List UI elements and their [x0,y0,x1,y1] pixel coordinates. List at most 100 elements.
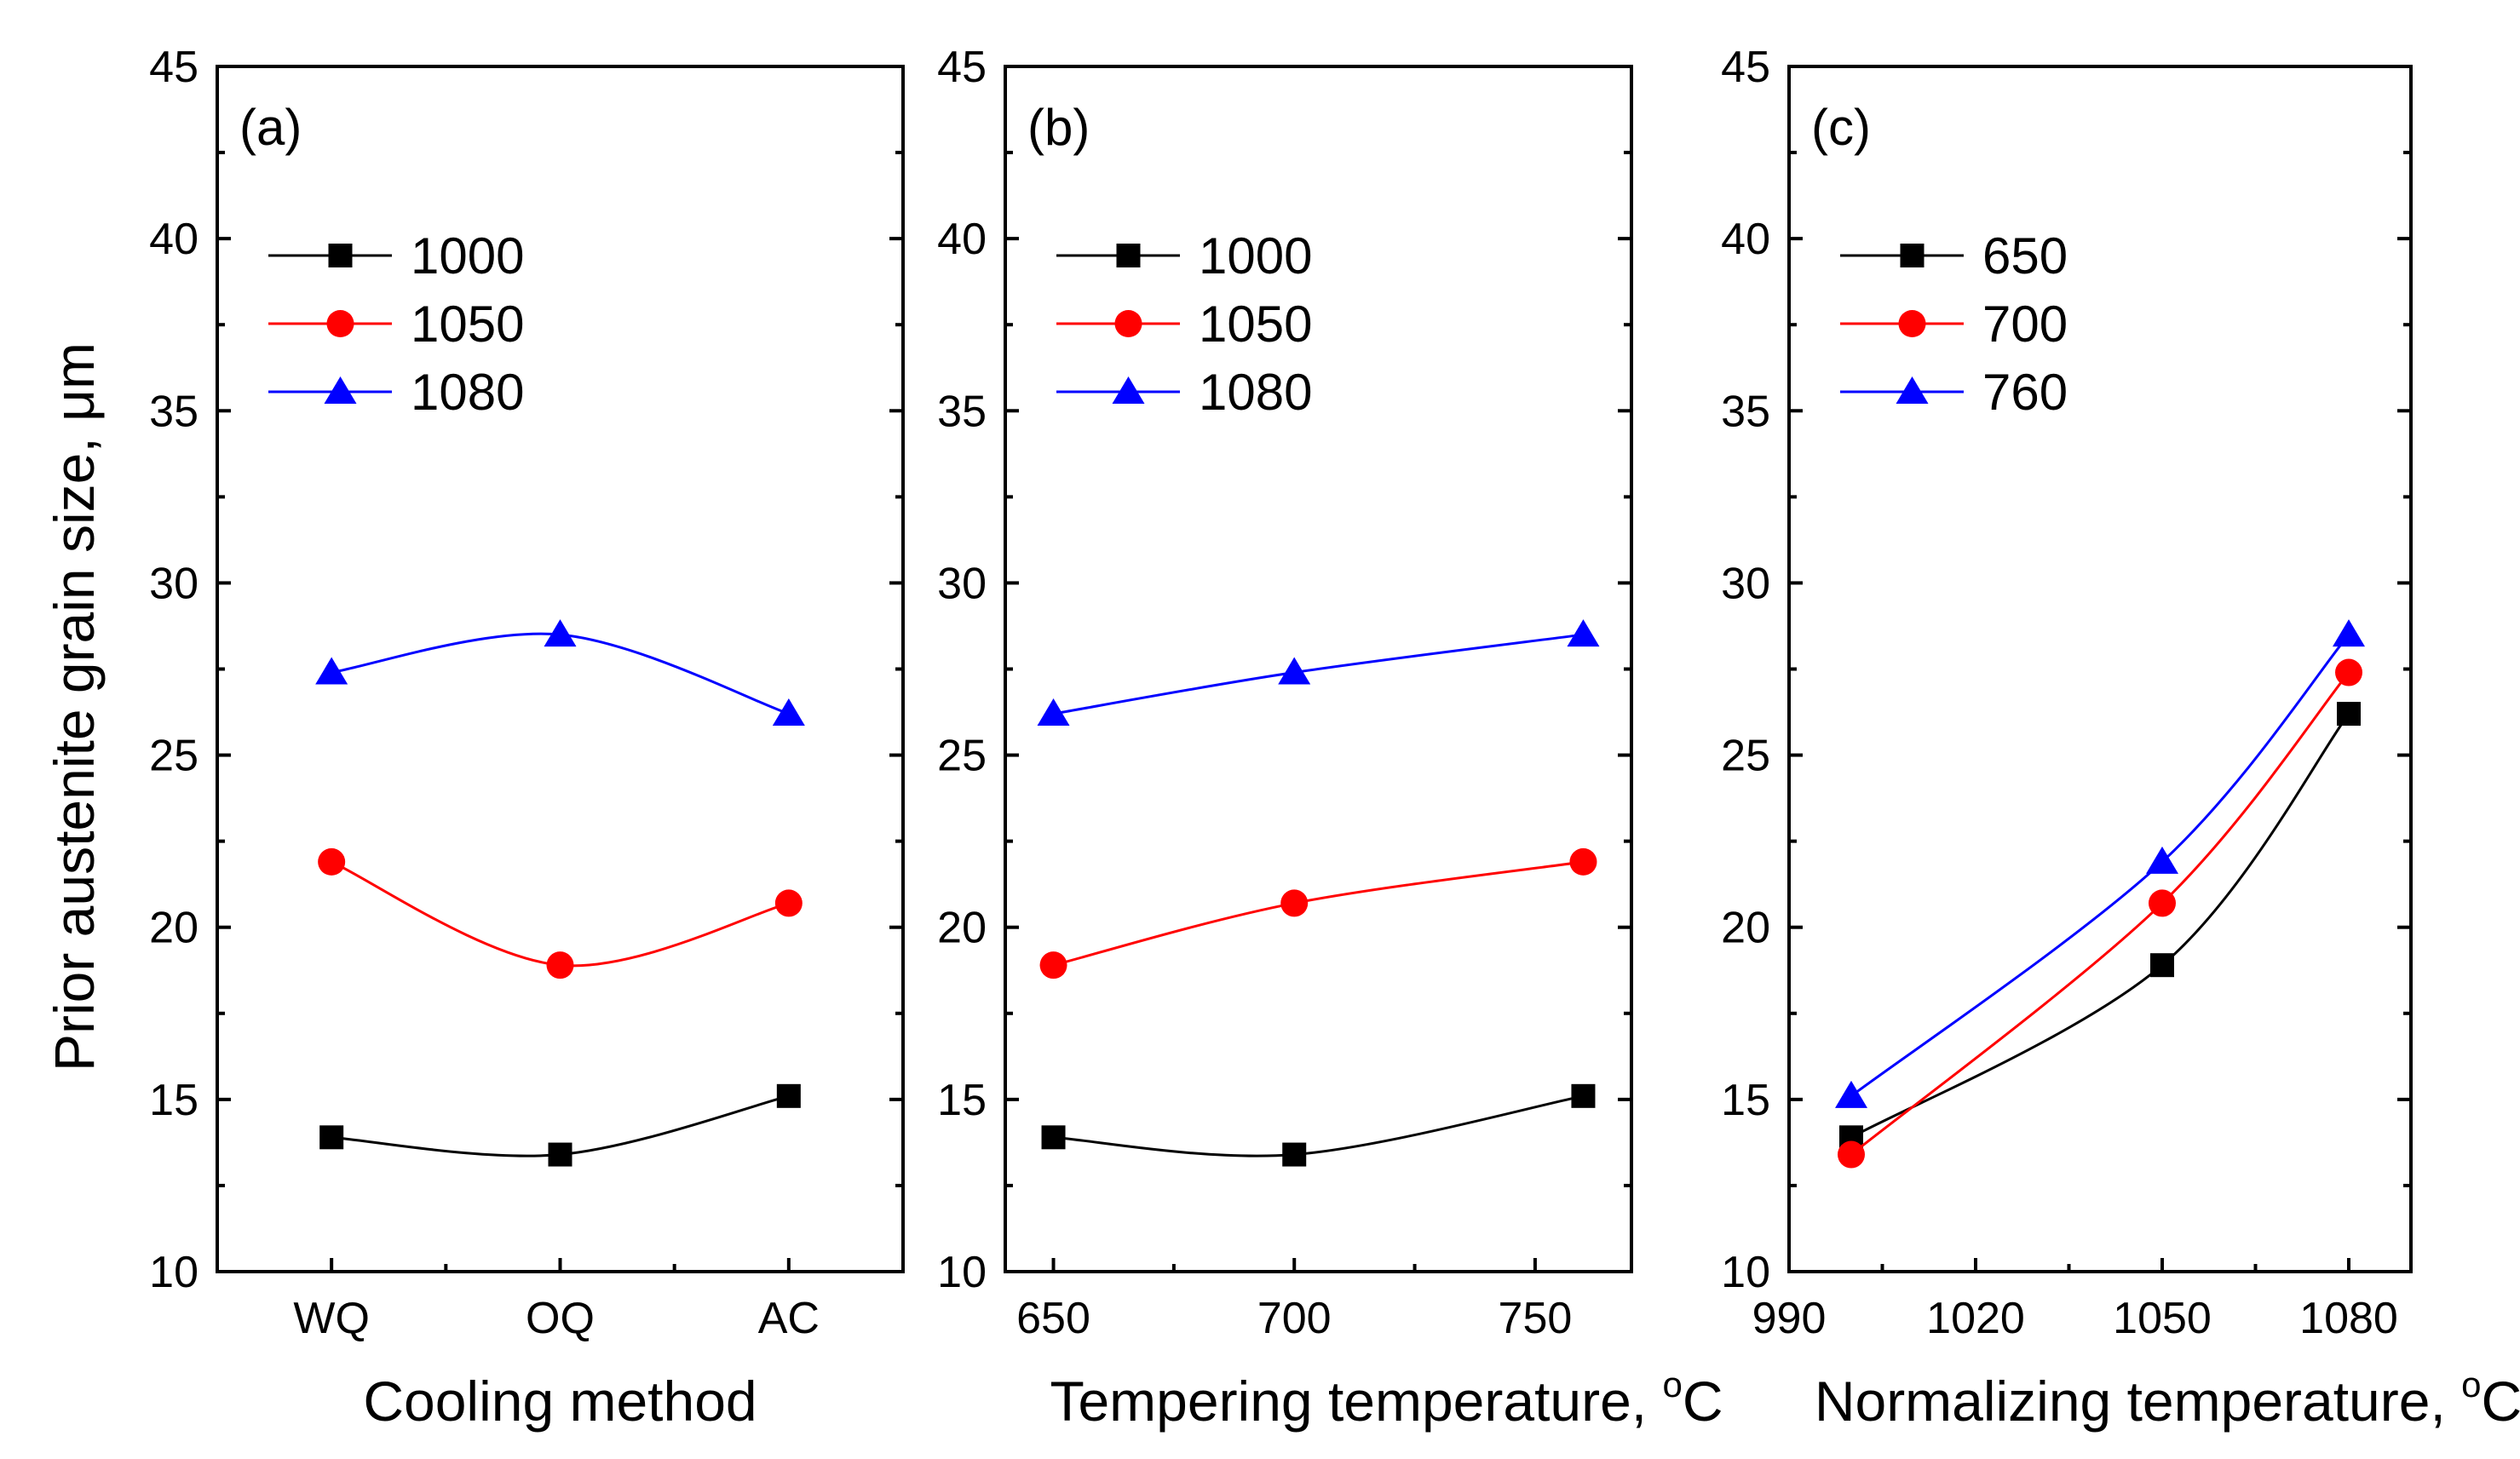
series-1050 [1040,848,1597,979]
data-point-760 [2333,619,2365,646]
legend-marker-1050 [1115,310,1142,337]
legend-label-1050: 1050 [411,296,524,353]
x-tick-label: 750 [1499,1294,1573,1343]
x-axis-title-text: Tempering temperature, [1050,1370,1662,1433]
legend-label-1000: 1000 [1199,227,1312,284]
legend-marker-1080 [325,376,357,404]
data-point-760 [1835,1081,1867,1108]
series-760 [1835,619,2365,1108]
legend-marker-1000 [1117,244,1141,267]
panel-c: 10 15 20 25 30 35 40 45 990 1020 1050 1080 Normalizi… [1721,43,2520,1433]
y-tick-label: 40 [149,215,198,264]
series-line-1050 [1054,862,1584,965]
y-tick-label: 40 [1721,215,1770,264]
x-tick-label: 650 [1016,1294,1090,1343]
legend-label-760: 760 [1982,364,2068,421]
series-line-1000 [1054,1096,1584,1156]
y-tick-label: 30 [937,559,987,608]
legend-b: 100010501080 [1056,227,1312,421]
y-tick-label: 35 [1721,387,1770,436]
data-point-1050 [1280,889,1308,916]
plot-frame-c [1789,66,2411,1272]
data-point-650 [2337,702,2361,726]
data-point-1050 [318,848,345,876]
data-point-1000 [777,1084,801,1108]
series-1000 [319,1084,801,1167]
data-point-1000 [1042,1125,1066,1149]
legend-c: 650 700 760 [1840,227,2068,421]
x-tick-label: WQ [293,1294,370,1343]
y-tick-label: 15 [937,1076,987,1125]
y-tick-label: 45 [149,43,198,92]
series-1080 [1038,619,1600,726]
panel-label-c: (c) [1811,99,1871,156]
legend-label-700: 700 [1982,296,2068,353]
series-650 [1839,702,2361,1149]
series-1000 [1042,1084,1596,1167]
y-tick-label: 30 [149,559,198,608]
data-point-1050 [775,889,803,916]
series-1080 [315,619,805,726]
x-tick-label: AC [758,1294,820,1343]
x-axis-title-a: Cooling method [363,1370,757,1433]
legend-marker-1080 [1113,376,1145,404]
data-point-650 [2150,953,2174,977]
y-tick-label: 10 [149,1248,198,1297]
series-line-1050 [331,862,789,966]
y-tick-label: 20 [937,904,987,953]
y-tick-label: 20 [1721,904,1770,953]
x-tick-label: 1020 [1926,1294,2025,1343]
legend-marker-1000 [329,244,353,267]
data-point-700 [2335,659,2362,686]
data-point-700 [1838,1141,1865,1169]
data-point-1050 [1040,951,1067,979]
panel-b: 10 15 20 25 30 35 40 45 650 700 750 Tempering tempe… [937,43,1723,1433]
panel-label-b: (b) [1027,99,1090,156]
y-tick-label: 30 [1721,559,1770,608]
x-tick-label: 1050 [2113,1294,2212,1343]
y-tick-label: 35 [937,387,987,436]
y-tick-label: 15 [149,1076,198,1125]
data-point-1000 [1571,1084,1595,1108]
x-axis-title-degree: o [2461,1364,2481,1404]
legend-label-1080: 1080 [1199,364,1312,421]
y-tick-label: 10 [1721,1248,1770,1297]
y-tick-label: 15 [1721,1076,1770,1125]
y-axis-title: Prior austenite grain size, μm [43,342,106,1071]
y-tick-label: 25 [937,732,987,781]
y-tick-label: 45 [937,43,987,92]
y-tick-label: 10 [937,1248,987,1297]
y-tick-label: 40 [937,215,987,264]
legend-marker-650 [1901,244,1925,267]
y-tick-label: 45 [1721,43,1770,92]
series-line-650 [1851,714,2349,1137]
data-point-1000 [319,1125,343,1149]
series-line-760 [1851,635,2349,1096]
legend-label-1000: 1000 [411,227,524,284]
data-point-700 [2149,889,2176,916]
data-point-1080 [1567,619,1599,646]
x-axis-title-text: Normalizing temperature, [1815,1370,2461,1433]
x-axis-title-b: Tempering temperature, oC [1050,1364,1723,1433]
y-tick-label: 35 [149,387,198,436]
legend-marker-1050 [327,310,354,337]
x-tick-label: OQ [526,1294,595,1343]
panel-label-a: (a) [239,99,302,156]
data-point-1080 [773,698,805,726]
y-tick-label: 25 [149,732,198,781]
legend-marker-700 [1899,310,1926,337]
data-point-1000 [549,1143,572,1167]
x-tick-label: 700 [1257,1294,1332,1343]
x-axis-title-unit: C [2481,1370,2520,1433]
data-point-1000 [1282,1143,1306,1167]
x-tick-label: 1080 [2299,1294,2398,1343]
y-tick-label: 25 [1721,732,1770,781]
legend-label-1080: 1080 [411,364,524,421]
y-tick-label: 20 [149,904,198,953]
legend-a: 1000 1050 1080 [268,227,524,421]
series-line-1080 [1054,635,1584,714]
legend-label-650: 650 [1982,227,2068,284]
figure: Prior austenite grain size, μm 10 15 20 25 3… [0,0,2520,1459]
data-point-1050 [547,951,574,979]
